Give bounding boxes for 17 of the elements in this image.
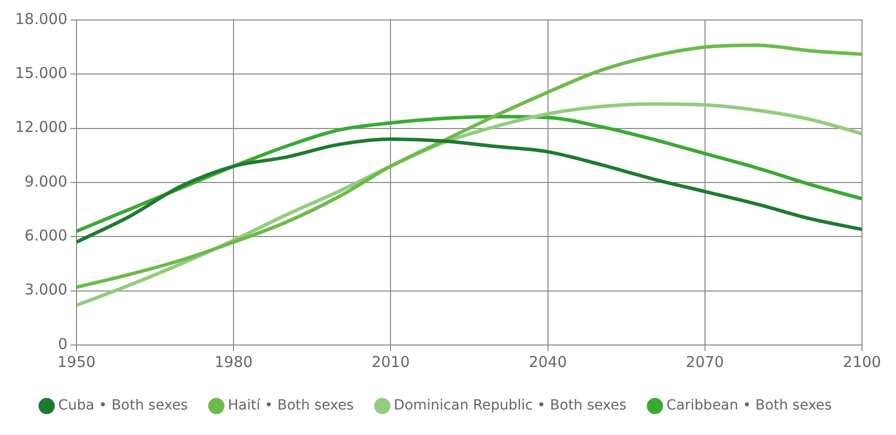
y-tick-label: 6.000 bbox=[24, 226, 68, 245]
y-tick-label: 3.000 bbox=[24, 280, 68, 299]
legend-label: Cuba • Both sexes bbox=[58, 398, 188, 414]
y-tick-label: 0 bbox=[58, 334, 68, 353]
y-tick-label: 18.000 bbox=[14, 10, 68, 28]
x-tick-label: 2100 bbox=[842, 352, 882, 371]
y-tick-label: 15.000 bbox=[14, 64, 68, 82]
x-tick-label: 2040 bbox=[528, 352, 567, 371]
legend-label: Haití • Both sexes bbox=[228, 398, 354, 414]
x-tick-label: 1980 bbox=[214, 352, 253, 371]
x-tick-label: 2010 bbox=[372, 352, 410, 371]
legend-label: Caribbean • Both sexes bbox=[666, 398, 832, 414]
y-tick-label: 12.000 bbox=[14, 118, 68, 136]
legend-label: Dominican Republic • Both sexes bbox=[394, 398, 626, 414]
y-tick-label: 9.000 bbox=[24, 172, 68, 190]
x-tick-label: 2070 bbox=[686, 352, 724, 371]
x-tick-label: 1950 bbox=[57, 352, 96, 371]
